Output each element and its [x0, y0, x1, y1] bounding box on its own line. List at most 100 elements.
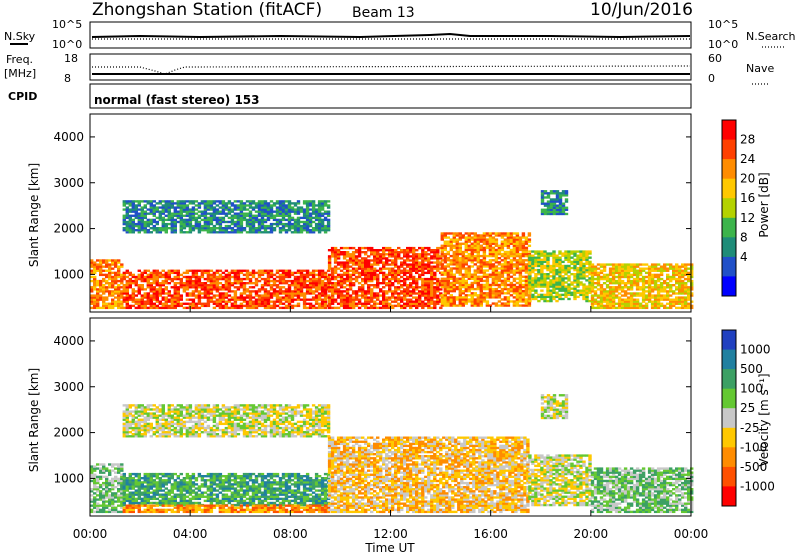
power-cell: [617, 288, 622, 291]
power-cell: [254, 282, 259, 285]
power-cell: [488, 234, 493, 237]
power-cell: [488, 263, 493, 266]
power-cell: [455, 267, 459, 270]
power-cell: [209, 202, 214, 205]
power-cell: [509, 275, 514, 278]
power-cell: [479, 238, 483, 241]
power-cell: [623, 284, 628, 287]
power-cell: [164, 306, 168, 310]
power-cell: [672, 300, 676, 303]
power-cell: [656, 306, 661, 310]
power-cell: [203, 214, 208, 217]
power-cell: [558, 258, 562, 261]
power-cell: [534, 275, 538, 278]
power-cell: [176, 200, 180, 203]
power-cell: [302, 302, 307, 305]
power-cell: [96, 259, 100, 262]
power-cell: [330, 282, 335, 285]
power-cell: [382, 292, 386, 295]
velocity-cell: [102, 465, 106, 468]
power-cell: [314, 204, 319, 207]
power-cell: [641, 279, 646, 283]
power-cell: [573, 295, 577, 299]
velocity-cell: [93, 486, 97, 489]
power-cell: [317, 286, 322, 289]
power-cell: [367, 300, 371, 303]
power-cell: [218, 200, 223, 203]
power-cell: [361, 269, 365, 272]
power-cell: [590, 279, 595, 283]
power-cell: [473, 273, 477, 276]
power-cell: [599, 292, 604, 295]
power-cell: [473, 240, 477, 243]
power-cell: [311, 202, 316, 205]
power-cell: [200, 275, 205, 279]
power-cell: [131, 275, 135, 279]
power-cell: [482, 273, 487, 276]
power-cell: [146, 298, 150, 301]
power-cell: [623, 267, 628, 270]
power-cell: [397, 302, 401, 305]
power-cell: [518, 269, 523, 272]
power-cell: [224, 282, 229, 285]
power-cell: [149, 277, 153, 281]
power-cell: [330, 294, 335, 297]
power-cell: [635, 282, 640, 285]
power-cell: [415, 263, 419, 266]
power-cell: [684, 271, 688, 275]
power-cell: [382, 261, 386, 264]
power-cell: [582, 289, 586, 292]
freq-label: Freq.: [6, 53, 33, 66]
power-cell: [512, 285, 517, 289]
power-cell: [391, 267, 395, 270]
power-cell: [179, 304, 183, 308]
power-cell: [176, 294, 180, 297]
power-cell: [203, 294, 208, 297]
power-cell: [134, 216, 138, 220]
power-cell: [218, 300, 223, 303]
power-cell: [260, 286, 265, 289]
power-cell: [305, 214, 310, 217]
power-cell: [461, 265, 465, 268]
power-cell: [348, 294, 353, 297]
power-cell: [333, 298, 338, 301]
power-cell: [500, 287, 505, 291]
power-cell: [512, 259, 517, 262]
power-cell: [659, 269, 664, 272]
power-cell: [561, 208, 566, 211]
power-cell: [585, 293, 589, 297]
power-cell: [521, 304, 526, 307]
power-cell: [397, 288, 401, 291]
power-cell: [122, 200, 126, 203]
power-cell: [248, 304, 253, 308]
power-cell: [125, 222, 129, 226]
power-cell: [491, 277, 496, 280]
power-cell: [134, 200, 138, 203]
power-cell: [233, 269, 238, 272]
power-cell: [284, 204, 289, 207]
power-cell: [534, 289, 538, 292]
power-cell: [531, 250, 535, 253]
power-cell: [206, 275, 211, 279]
power-cell: [275, 294, 280, 297]
power-cell: [326, 224, 331, 228]
power-cell: [215, 269, 220, 272]
power-cell: [167, 216, 171, 220]
power-cell: [418, 267, 422, 270]
power-cell: [140, 200, 144, 203]
power-cell: [260, 298, 265, 301]
power-cell: [170, 218, 174, 222]
power-cell: [339, 286, 344, 289]
power-cell: [170, 222, 174, 226]
power-cell: [588, 271, 592, 274]
power-cell: [567, 289, 571, 292]
power-cell: [690, 271, 694, 275]
power-cell: [351, 296, 356, 299]
power-cell: [248, 212, 253, 215]
power-cell: [333, 282, 338, 285]
power-cell: [197, 216, 202, 220]
power-cell: [224, 202, 229, 205]
power-cell: [579, 283, 583, 286]
power-cell: [257, 206, 262, 209]
power-cell: [409, 251, 413, 254]
